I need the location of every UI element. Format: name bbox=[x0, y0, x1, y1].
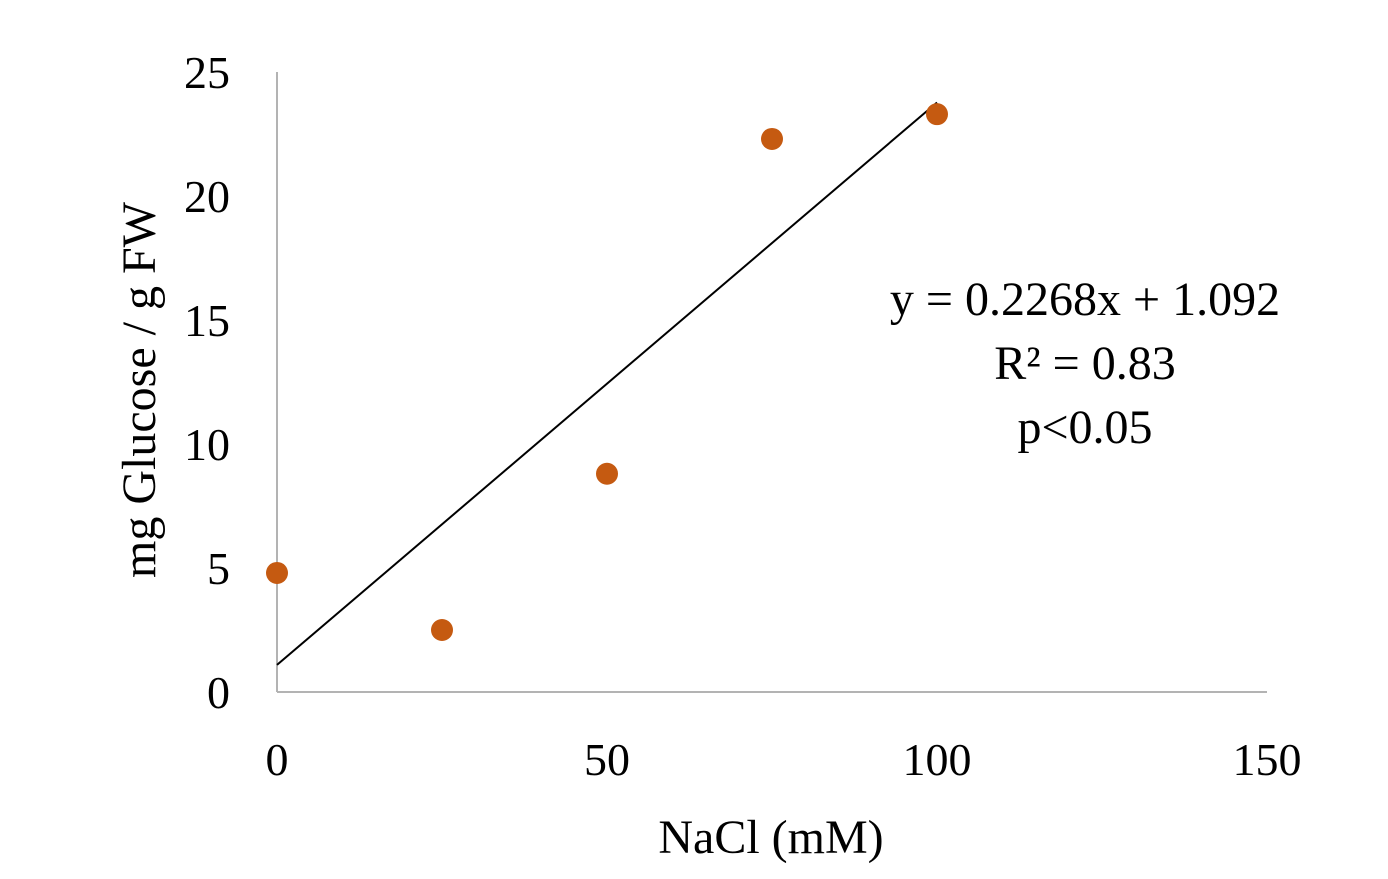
trendline-equation: y = 0.2268x + 1.092 bbox=[890, 273, 1280, 326]
y-tick-label: 15 bbox=[184, 295, 230, 346]
y-tick-label: 10 bbox=[184, 419, 230, 470]
axes bbox=[276, 72, 1267, 693]
x-tick-label: 150 bbox=[1233, 734, 1302, 785]
x-tick-label: 0 bbox=[266, 734, 289, 785]
data-points bbox=[266, 103, 948, 641]
data-point bbox=[761, 127, 783, 150]
x-tick-labels: 0 50 100 150 bbox=[266, 734, 1302, 785]
x-tick-label: 50 bbox=[584, 734, 630, 785]
y-tick-label: 5 bbox=[207, 543, 230, 594]
data-point bbox=[596, 462, 618, 485]
r-squared-label: R² = 0.83 bbox=[994, 337, 1175, 390]
data-point bbox=[926, 103, 948, 126]
p-value-label: p<0.05 bbox=[1017, 401, 1152, 454]
y-axis-title: mg Glucose / g FW bbox=[113, 201, 166, 578]
x-axis-title: NaCl (mM) bbox=[658, 811, 883, 864]
y-tick-label: 20 bbox=[184, 171, 230, 222]
trendline bbox=[276, 101, 938, 666]
y-tick-labels: 0 5 10 15 20 25 bbox=[184, 47, 230, 718]
y-tick-label: 25 bbox=[184, 47, 230, 98]
data-point bbox=[431, 619, 453, 641]
data-point bbox=[266, 561, 288, 584]
y-tick-label: 0 bbox=[207, 667, 230, 718]
x-tick-label: 100 bbox=[903, 734, 972, 785]
